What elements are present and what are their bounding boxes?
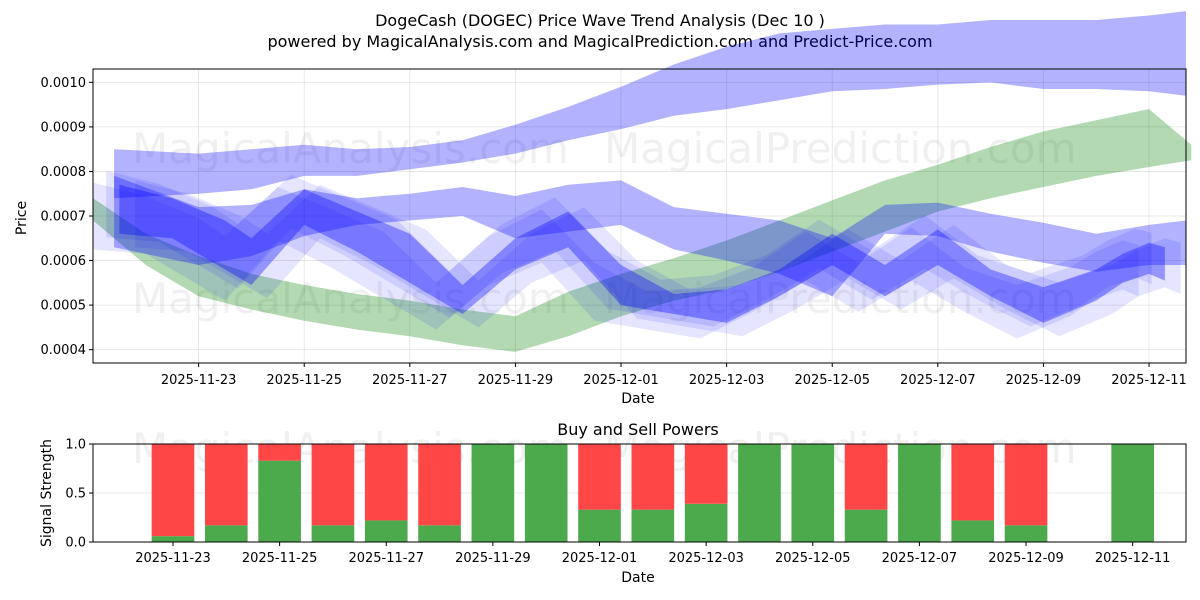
buy-bar [738,444,781,542]
buy-bar [951,520,995,542]
price-watermarks: MagicalAnalysis.com MagicalPrediction.co… [132,124,1077,323]
sell-bar [951,444,995,521]
price-x-tick-label: 2025-12-11 [1111,373,1187,388]
price-plot-background [93,69,1186,363]
signal-x-tick-label: 2025-11-29 [455,551,531,566]
sell-bar [364,444,408,521]
price-wave-echo [135,180,1181,337]
price-series [93,11,1192,352]
signal-x-tick-label: 2025-11-23 [135,551,211,566]
price-band-0 [93,109,1192,352]
buy-bar [1004,525,1048,542]
buy-bar [311,525,355,542]
price-wave-echo [106,170,1152,327]
buy-bar [791,444,835,542]
chart-subtitle: powered by MagicalAnalysis.com and Magic… [267,32,932,51]
buy-bar [578,509,621,542]
sell-bar [418,444,461,526]
sell-bar [1004,444,1048,526]
signal-x-ticks: 2025-11-23 2025-11-25 2025-11-27 2025-11-29… [135,542,1170,566]
price-x-tick-label: 2025-11-25 [266,373,342,388]
buy-bar [418,525,461,542]
watermark: MagicalPrediction.com [604,124,1077,173]
price-y-axis-label: Price [14,201,30,235]
price-x-tick-label: 2025-11-27 [372,373,448,388]
signal-x-tick-label: 2025-12-09 [988,551,1064,566]
sell-bar [578,444,621,510]
price-x-tick-label: 2025-12-05 [794,373,870,388]
price-band-1 [114,11,1187,199]
watermark: MagicalAnalysis.com [132,274,569,323]
signal-x-tick-label: 2025-12-07 [882,551,958,566]
signal-panel: Buy and Sell Powers MagicalAnalysis.com … [39,420,1187,586]
buy-bar [364,520,408,542]
sell-bar [684,444,728,504]
price-x-tick-label: 2025-12-09 [1006,373,1082,388]
price-x-tick-label: 2025-12-03 [689,373,765,388]
watermark: MagicalAnalysis.com [132,124,569,173]
price-y-tick-label: 0.0009 [41,120,87,135]
buy-bar [204,525,248,542]
price-wave-echo [93,182,1139,339]
buy-bar [524,444,568,542]
sell-bar [204,444,248,526]
price-x-axis-label: Date [621,391,654,407]
price-x-tick-label: 2025-11-23 [161,373,237,388]
price-y-tick-label: 0.0007 [41,210,87,225]
signal-x-tick-label: 2025-12-03 [668,551,744,566]
price-x-tick-label: 2025-11-29 [478,373,554,388]
buy-bar [844,509,888,542]
price-x-tick-label: 2025-12-01 [583,373,659,388]
price-y-tick-label: 0.0005 [41,299,87,314]
signal-chart-title: Buy and Sell Powers [557,420,719,439]
buy-bar [151,536,195,542]
price-x-ticks: 2025-11-23 2025-11-25 2025-11-27 2025-11-29… [161,363,1187,388]
price-grid [93,69,1186,363]
signal-y-axis-label: Signal Strength [39,439,55,547]
signal-x-tick-label: 2025-12-01 [562,551,638,566]
signal-bars [151,444,1155,542]
price-y-ticks: 0.0004 0.0005 0.0006 0.0007 0.0008 0.0009 0.00… [41,76,93,358]
buy-bar [258,460,301,542]
chart-title: DogeCash (DOGEC) Price Wave Trend Analys… [375,11,825,30]
price-x-tick-label: 2025-12-07 [900,373,976,388]
price-panel: MagicalAnalysis.com MagicalPrediction.co… [14,11,1192,407]
buy-bar [471,444,515,542]
signal-x-tick-label: 2025-11-27 [348,551,424,566]
price-y-tick-label: 0.0006 [41,254,87,269]
watermark: MagicalPrediction.com [604,424,1077,473]
price-y-tick-label: 0.0010 [41,76,87,91]
sell-bar [631,444,675,510]
sell-bar [311,444,355,526]
buy-bar [684,503,728,542]
price-y-tick-label: 0.0008 [41,165,87,180]
signal-y-tick-label: 0.5 [65,487,86,502]
signal-x-axis-label: Date [621,570,654,586]
buy-bar [1111,444,1155,542]
signal-y-ticks: 0.0 0.5 1.0 [65,438,93,551]
sell-bar [151,444,195,537]
sell-bar [258,444,301,461]
price-band-2 [114,175,1187,297]
signal-y-tick-label: 0.0 [65,536,86,551]
buy-bar [898,444,941,542]
price-y-tick-label: 0.0004 [41,343,87,358]
watermark: MagicalPrediction.com [604,274,1077,323]
signal-x-tick-label: 2025-12-11 [1095,551,1171,566]
sell-bar [844,444,888,510]
signal-x-tick-label: 2025-12-05 [775,551,851,566]
signal-y-tick-label: 1.0 [65,438,86,453]
buy-bar [631,509,675,542]
signal-x-tick-label: 2025-11-25 [242,551,318,566]
price-band-3 [119,184,1165,323]
